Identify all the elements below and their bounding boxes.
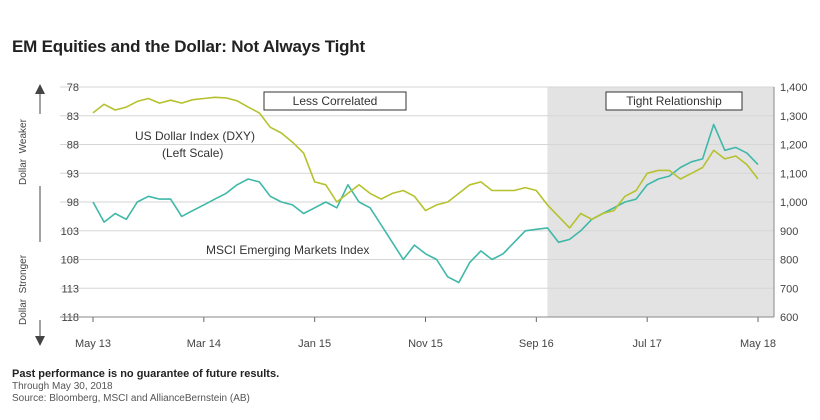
x-axis: May 13 Mar 14 Jan 15 Nov 15 Sep 16 Jul 17 May …	[60, 316, 776, 350]
series-line-msci	[92, 123, 759, 284]
footnote: Past performance is no guarantee of futu…	[12, 368, 279, 404]
left-tick-label: 108	[61, 255, 79, 267]
x-tick-label: Nov 15	[408, 338, 443, 350]
left-tick-label: 88	[67, 140, 79, 152]
msci-series-label: MSCI Emerging Markets Index	[206, 243, 369, 257]
dollar-weaker-label: Dollar Weaker	[18, 118, 29, 185]
arrow-down-icon	[35, 336, 45, 346]
right-tick-label: 1,400	[780, 82, 808, 94]
left-tick-label: 78	[67, 82, 79, 94]
tight-relationship-label: Tight Relationship	[626, 94, 722, 108]
series-line-dxy	[92, 96, 759, 229]
x-tick-label: Jul 17	[632, 338, 661, 350]
less-correlated-label: Less Correlated	[293, 94, 378, 108]
left-axis: 78 83 88 93 98 103 108 113 118	[61, 82, 79, 324]
right-tick-label: 1,000	[780, 197, 808, 209]
right-tick-label: 900	[780, 226, 798, 238]
right-tick-label: 1,200	[780, 140, 808, 152]
right-tick-label: 800	[780, 255, 798, 267]
performance-disclaimer: Past performance is no guarantee of futu…	[12, 368, 280, 380]
x-tick-label: May 13	[75, 338, 111, 350]
right-axis: 1,400 1,300 1,200 1,100 1,000 900 800 700 600	[773, 82, 808, 324]
less-correlated-box	[263, 91, 407, 111]
right-tick-label: 1,100	[780, 168, 808, 180]
through-date: Through May 30, 2018	[12, 381, 113, 392]
dxy-series-label: US Dollar Index (DXY)	[135, 129, 255, 143]
left-tick-label: 83	[67, 111, 79, 123]
left-tick-label: 93	[67, 168, 79, 180]
axis-label-gap-bottom	[34, 242, 46, 320]
right-tick-label: 600	[780, 312, 798, 324]
right-tick-label: 700	[780, 283, 798, 295]
left-tick-label: 103	[61, 226, 79, 238]
right-tick-label: 1,300	[780, 111, 808, 123]
x-tick-label: Jan 15	[298, 338, 331, 350]
arrow-up-icon	[35, 84, 45, 94]
tight-relationship-box	[605, 91, 743, 111]
left-tick-label: 113	[61, 283, 79, 295]
chart-title: EM Equities and the Dollar: Not Always T…	[12, 37, 365, 56]
x-tick-label: Sep 16	[519, 338, 554, 350]
left-tick-label: 98	[67, 197, 79, 209]
left-tick-label: 118	[61, 312, 79, 324]
axis-label-gap-top	[34, 114, 46, 186]
x-tick-label: Mar 14	[187, 338, 221, 350]
source-note: Source: Bloomberg, MSCI and AllianceBern…	[12, 393, 250, 404]
dollar-stronger-label: Dollar Stronger	[18, 254, 29, 325]
dxy-scale-note: (Left Scale)	[162, 146, 223, 160]
x-tick-label: May 18	[740, 338, 776, 350]
